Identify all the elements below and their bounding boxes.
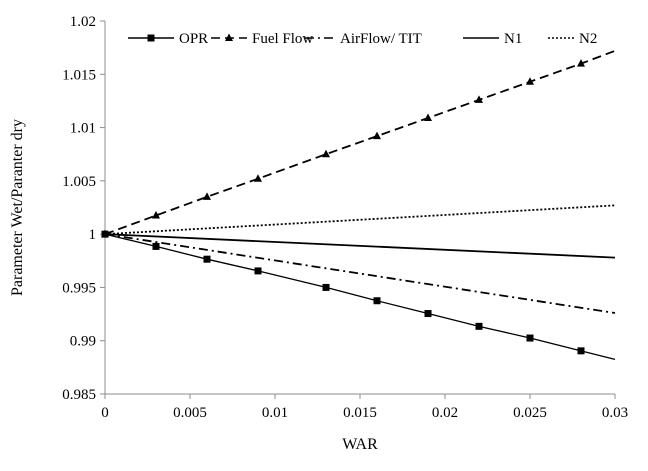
- x-tick-label: 0.03: [602, 405, 628, 421]
- y-tick-label: 0.995: [62, 280, 96, 296]
- legend-label: N2: [579, 31, 597, 47]
- y-tick-label: 1.015: [62, 67, 96, 83]
- series-line: [104, 233, 616, 360]
- data-point: [526, 77, 534, 85]
- legend-item: Fuel Flow: [211, 31, 313, 47]
- data-point: [475, 95, 483, 103]
- legend-label: OPR: [179, 31, 208, 47]
- legend-item: AirFlow/ TIT: [305, 31, 422, 47]
- y-axis-title: Parameter Wet/Paranter dry: [9, 119, 26, 296]
- x-tick-label: 0.005: [173, 405, 207, 421]
- data-point: [254, 174, 262, 182]
- data-point: [373, 131, 381, 140]
- legend-item: OPR: [128, 31, 208, 47]
- data-point: [475, 322, 483, 330]
- y-tick-label: 1.005: [62, 174, 96, 190]
- data-point: [152, 210, 160, 219]
- x-tick-label: 0.025: [513, 405, 547, 421]
- y-tick-label: 1: [89, 227, 97, 243]
- data-point: [424, 310, 432, 318]
- legend-label: AirFlow/ TIT: [340, 31, 422, 47]
- data-point: [203, 255, 211, 263]
- legend-item: N1: [463, 31, 522, 47]
- data-point: [322, 283, 330, 291]
- series-opr: [101, 230, 616, 360]
- legend: OPR Fuel Flow AirFlow/ TIT N1 N2: [128, 31, 597, 47]
- legend-item: N2: [548, 31, 597, 47]
- y-tick-label: 0.985: [62, 387, 96, 403]
- data-point: [152, 242, 160, 250]
- data-point: [254, 267, 262, 275]
- x-tick-label: 0.02: [432, 405, 458, 421]
- data-point: [577, 59, 585, 67]
- legend-marker: [147, 34, 155, 42]
- legend-marker: [225, 33, 233, 41]
- x-tick-label: 0.01: [262, 405, 288, 421]
- series-line: [104, 204, 616, 236]
- data-point: [203, 192, 211, 200]
- series-n2: [104, 204, 616, 236]
- legend-label: N1: [504, 31, 522, 47]
- x-tick-label: 0.015: [343, 405, 377, 421]
- data-point: [577, 347, 585, 355]
- data-point: [526, 334, 534, 342]
- x-axis-title: WAR: [342, 436, 378, 453]
- series-layer: [101, 49, 616, 360]
- data-point: [322, 149, 330, 158]
- data-point: [424, 113, 432, 121]
- x-tick-label: 0: [101, 405, 109, 421]
- y-tick-label: 1.01: [70, 121, 96, 137]
- y-tick-label: 1.02: [70, 14, 96, 30]
- axes: 0.985 0.99 0.995 1 1.005 1.01 1.015 1.02 0 0.005 0…: [62, 14, 628, 421]
- series-n1: [104, 233, 616, 259]
- y-tick-label: 0.99: [70, 334, 96, 350]
- series-line: [104, 49, 616, 235]
- legend-label: Fuel Flow: [252, 31, 313, 47]
- series-line: [104, 233, 616, 259]
- data-point: [373, 297, 381, 305]
